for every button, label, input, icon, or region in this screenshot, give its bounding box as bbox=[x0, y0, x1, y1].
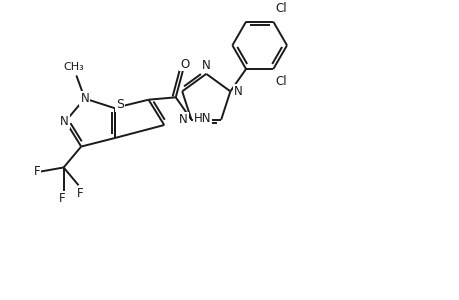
Text: S: S bbox=[115, 98, 123, 111]
Text: Cl: Cl bbox=[274, 2, 286, 15]
Text: O: O bbox=[180, 58, 189, 70]
Text: Cl: Cl bbox=[274, 75, 286, 88]
Text: CH₃: CH₃ bbox=[63, 61, 84, 71]
Text: F: F bbox=[59, 192, 65, 205]
Text: F: F bbox=[34, 165, 40, 178]
Text: N: N bbox=[60, 115, 69, 128]
Text: N: N bbox=[179, 113, 187, 126]
Text: N: N bbox=[234, 85, 242, 98]
Text: F: F bbox=[77, 187, 83, 200]
Text: N: N bbox=[202, 59, 210, 72]
Text: HN: HN bbox=[193, 112, 211, 125]
Text: N: N bbox=[80, 92, 89, 105]
